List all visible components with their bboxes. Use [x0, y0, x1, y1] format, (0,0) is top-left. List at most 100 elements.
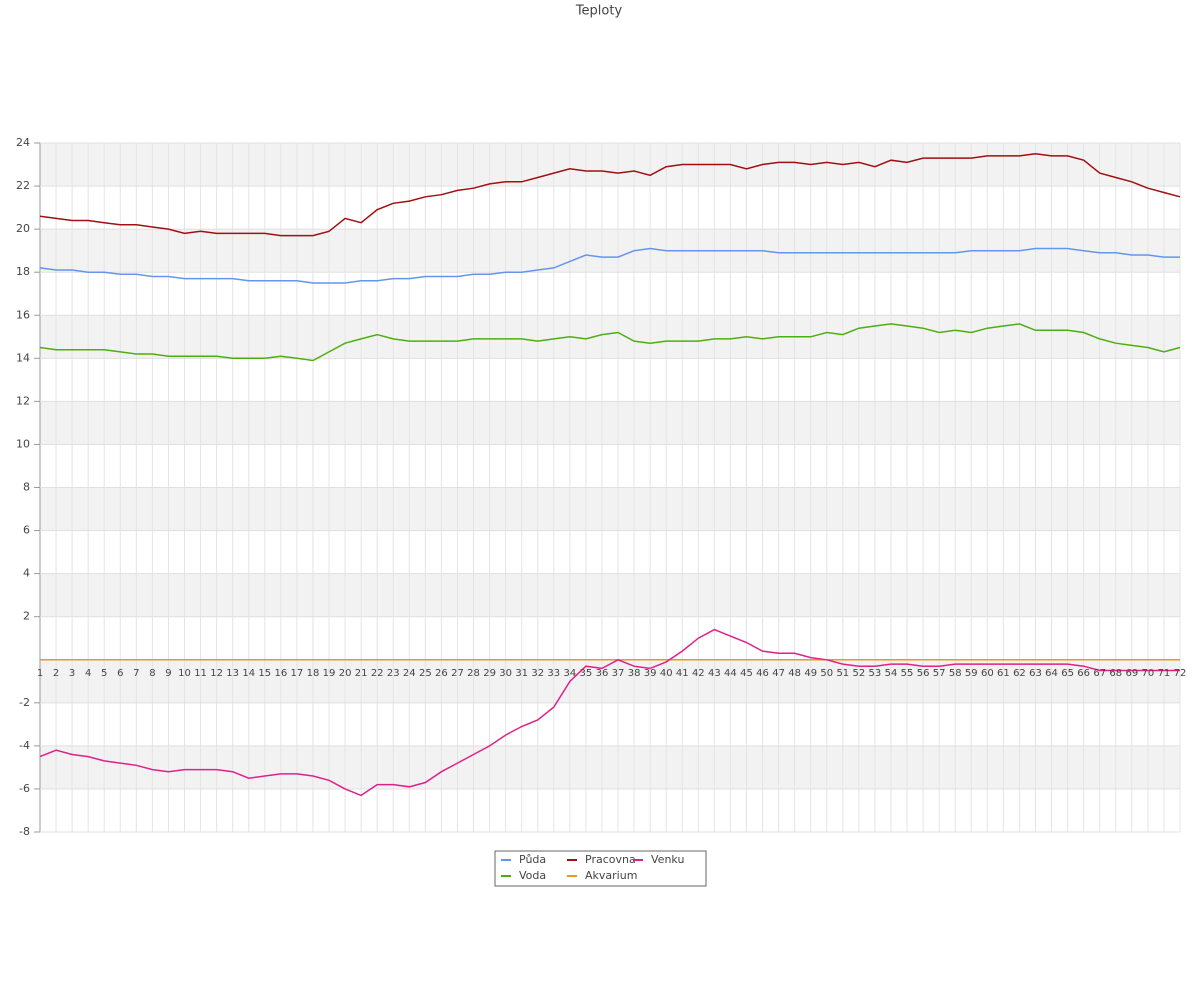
x-tick-label: 60: [981, 668, 994, 679]
x-tick-label: 11: [194, 668, 207, 679]
x-tick-label: 14: [242, 668, 255, 679]
x-tick-label: 64: [1045, 668, 1058, 679]
x-tick-label: 13: [226, 668, 239, 679]
y-tick-label: -8: [19, 825, 30, 838]
grid-band: [40, 143, 1180, 187]
legend-label: Voda: [519, 869, 546, 882]
x-tick-label: 16: [274, 668, 287, 679]
x-tick-label: 31: [515, 668, 528, 679]
y-tick-label: 14: [16, 351, 30, 364]
x-tick-label: 56: [917, 668, 930, 679]
x-tick-label: 65: [1061, 668, 1074, 679]
x-tick-label: 26: [435, 668, 448, 679]
x-tick-label: 43: [708, 668, 721, 679]
x-tick-label: 50: [820, 668, 833, 679]
x-tick-label: 40: [660, 668, 673, 679]
x-tick-label: 9: [165, 668, 171, 679]
y-tick-label: -4: [19, 739, 30, 752]
y-tick-label: 6: [23, 524, 30, 537]
x-tick-label: 48: [788, 668, 801, 679]
x-tick-label: 27: [451, 668, 464, 679]
y-tick-label: 20: [16, 222, 30, 235]
x-tick-label: 59: [965, 668, 978, 679]
y-tick-label: 16: [16, 308, 30, 321]
x-tick-label: 37: [612, 668, 625, 679]
x-tick-label: 4: [85, 668, 91, 679]
x-tick-label: 34: [563, 668, 576, 679]
x-tick-label: 66: [1077, 668, 1090, 679]
y-tick-label: 24: [16, 136, 30, 149]
x-tick-label: 49: [804, 668, 817, 679]
y-tick-label: 4: [23, 567, 30, 580]
legend-label: Půda: [519, 853, 546, 866]
x-tick-label: 28: [467, 668, 480, 679]
x-tick-label: 72: [1174, 668, 1187, 679]
x-tick-label: 25: [419, 668, 432, 679]
grid-band: [40, 487, 1180, 531]
y-tick-label: 8: [23, 481, 30, 494]
x-tick-label: 12: [210, 668, 223, 679]
x-tick-label: 8: [149, 668, 155, 679]
x-tick-label: 71: [1158, 668, 1171, 679]
x-tick-label: 41: [676, 668, 689, 679]
x-tick-label: 51: [836, 668, 849, 679]
x-tick-label: 24: [403, 668, 416, 679]
x-tick-label: 55: [901, 668, 914, 679]
x-tick-label: 52: [853, 668, 866, 679]
y-tick-label: -6: [19, 782, 30, 795]
x-tick-label: 21: [355, 668, 368, 679]
x-tick-label: 57: [933, 668, 946, 679]
grid-band: [40, 315, 1180, 359]
x-tick-label: 62: [1013, 668, 1026, 679]
x-tick-label: 53: [869, 668, 882, 679]
legend-label: Akvarium: [585, 869, 637, 882]
y-tick-label: 2: [23, 610, 30, 623]
x-tick-label: 17: [291, 668, 304, 679]
x-tick-label: 5: [101, 668, 107, 679]
x-tick-label: 35: [580, 668, 593, 679]
legend-label: Venku: [651, 853, 684, 866]
x-tick-label: 39: [644, 668, 657, 679]
x-tick-label: 33: [547, 668, 560, 679]
x-tick-label: 47: [772, 668, 785, 679]
x-tick-label: 70: [1142, 668, 1155, 679]
x-tick-label: 36: [596, 668, 609, 679]
x-tick-label: 19: [323, 668, 336, 679]
x-tick-label: 3: [69, 668, 75, 679]
x-tick-label: 68: [1109, 668, 1122, 679]
x-tick-label: 6: [117, 668, 123, 679]
x-tick-label: 46: [756, 668, 769, 679]
x-tick-label: 22: [371, 668, 384, 679]
grid-band: [40, 401, 1180, 445]
x-tick-label: 7: [133, 668, 139, 679]
x-tick-label: 38: [628, 668, 641, 679]
x-tick-label: 18: [307, 668, 320, 679]
y-tick-label: 12: [16, 394, 30, 407]
x-tick-label: 10: [178, 668, 191, 679]
series-line: [39, 247, 1180, 284]
y-tick-label: 10: [16, 437, 30, 450]
x-tick-label: 2: [53, 668, 59, 679]
x-tick-label: 29: [483, 668, 496, 679]
x-tick-label: 23: [387, 668, 400, 679]
chart-title: Teploty: [575, 4, 623, 19]
x-tick-label: 61: [997, 668, 1010, 679]
x-tick-label: 42: [692, 668, 705, 679]
series-line: [39, 628, 1180, 797]
legend-box: [494, 850, 707, 887]
grid-band: [40, 659, 1180, 703]
x-tick-label: 15: [258, 668, 271, 679]
series-line: [39, 323, 1181, 362]
legend-label: Pracovna: [585, 853, 636, 866]
x-tick-label: 69: [1125, 668, 1138, 679]
x-tick-label: 30: [499, 668, 512, 679]
x-tick-label: 63: [1029, 668, 1042, 679]
x-tick-label: 32: [531, 668, 544, 679]
x-tick-label: 45: [740, 668, 753, 679]
x-tick-label: 54: [885, 668, 898, 679]
x-tick-label: 20: [339, 668, 352, 679]
x-tick-label: 58: [949, 668, 962, 679]
x-tick-label: 67: [1093, 668, 1106, 679]
y-tick-label: 22: [16, 179, 30, 192]
